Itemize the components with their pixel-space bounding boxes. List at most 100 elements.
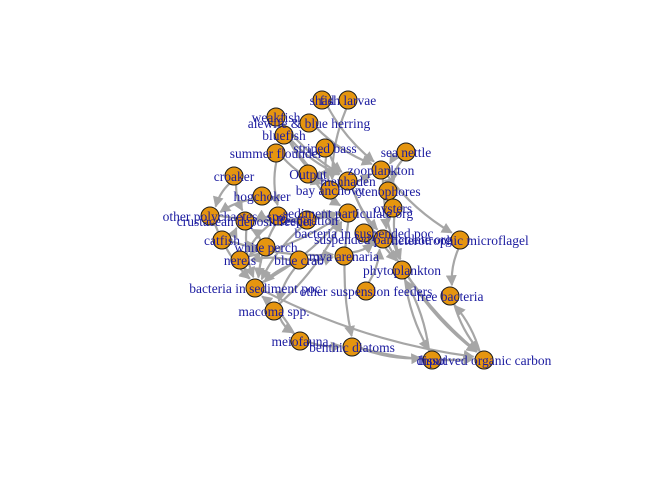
node-alewife[interactable] [299,113,319,133]
label-nereis: nereis [224,253,256,268]
label-alewife: alewife & blue herring [248,116,371,131]
label-meiofauna: meiofauna [272,334,329,349]
node-spot[interactable] [268,206,288,226]
label-blue-crab: blue crab [274,253,324,268]
node-catfish[interactable] [212,230,232,250]
node-white-perch[interactable] [256,237,276,257]
label-sea-nettle: sea nettle [381,145,432,160]
node-heterotrophic[interactable] [450,230,470,250]
edge-striped_bass-to-bay_anchovy [319,156,330,181]
node-weakfish[interactable] [266,107,286,127]
edge-sea_nettle-to-zooplankton [388,152,400,165]
node-input[interactable] [422,350,442,370]
node-oysters[interactable] [383,198,403,218]
node-other-polychaetes[interactable] [200,206,220,226]
label-spot: spot [267,209,290,224]
label-hogchoker: hogchoker [234,189,291,204]
node-macoma[interactable] [264,301,284,321]
edge-blue_crab-to-bacteria_sed [263,263,292,283]
label-catfish: catfish [204,233,240,248]
label-doc: dissolved organic carbon [417,353,552,368]
edge-croaker-to-other_polychaetes [212,182,231,208]
edge-mya_arenaria-to-suspended_poc [352,242,374,254]
node-suspended-poc[interactable] [373,229,393,249]
node-sea-nettle[interactable] [396,142,416,162]
nodes-layer [200,90,494,370]
label-white-perch: white perch [234,240,298,255]
edge-blue_crab-to-nereis [249,252,291,264]
node-bluefish[interactable] [274,125,294,145]
node-striped-bass[interactable] [315,138,335,158]
edge-sediment_poc-to-respiration [316,208,340,220]
node-fish-larvae[interactable] [338,90,358,110]
label-macoma: macoma spp. [238,304,309,319]
label-fish-larvae: fish larvae [320,93,377,108]
edge-macoma-to-meiofauna [278,317,294,334]
label-bacteria-susp: bacteria in suspended poc [294,226,433,241]
edge-oysters-to-phytoplankton [391,216,402,261]
edge-catfish-to-crustacean [227,227,238,240]
node-meiofauna[interactable] [290,331,310,351]
label-benthic-diatoms: benthic diatoms [309,340,395,355]
label-menhaden: menhaden [320,174,376,189]
node-bacteria-sed[interactable] [245,278,265,298]
label-free-bacteria: free bacteria [416,289,483,304]
edge-striped_bass-to-menhaden [329,155,343,173]
node-zooplankton[interactable] [371,160,391,180]
edge-macoma-to-sediment_poc [278,220,343,305]
node-shad[interactable] [312,90,332,110]
edge-oysters-to-suspended_poc [380,215,392,230]
label-suspended-poc: suspended particulate org [314,232,452,247]
edge-meiofauna-to-benthic_diatoms [308,341,343,353]
node-menhaden[interactable] [338,171,358,191]
label-summer-flounder: summer flounder [230,146,323,161]
node-croaker[interactable] [224,166,244,186]
label-weakfish: weakfish [252,110,301,125]
label-zooplankton: zooplankton [348,163,415,178]
node-respiration[interactable] [297,210,317,230]
label-heterotrophic: heterotrophic microflagel [391,233,529,248]
node-nereis[interactable] [230,250,250,270]
node-sediment-poc[interactable] [338,203,358,223]
edge-spot-to-crustacean [254,209,270,221]
node-bay-anchovy[interactable] [320,180,340,200]
label-ctenophores: ctenophores [355,184,420,199]
node-crustacean[interactable] [235,211,255,231]
edge-alewife-to-zooplankton [315,127,373,166]
edge-white_perch-to-crustacean [250,228,264,241]
node-phytoplankton[interactable] [392,260,412,280]
label-mya-arenaria: mya arenaria [309,249,379,264]
label-sediment-poc: sediment particulate org [283,206,413,221]
edge-heterotrophic-to-free_bacteria [445,248,460,287]
edge-croaker-to-crustacean [232,184,244,212]
node-summer-flounder[interactable] [266,143,286,163]
edge-doc-to-free_bacteria [454,304,481,353]
edge-input-to-phytoplankton [404,279,431,352]
node-free-bacteria[interactable] [440,286,460,306]
label-phytoplankton: phytoplankton [363,263,441,278]
node-other-susp-feeders[interactable] [356,281,376,301]
node-output[interactable] [298,164,318,184]
edge-other_susp_feeders-to-suspended_poc [367,248,385,284]
label-other-susp-feeders: other suspension feeders [300,284,433,299]
node-blue-crab[interactable] [289,250,309,270]
label-other-polychaetes: other polychaetes [163,209,258,224]
label-bacteria-sed: bacteria in sediment poc [189,281,321,296]
label-shad: shad [310,93,335,108]
node-doc[interactable] [474,350,494,370]
edge-suspended_poc-to-doc [387,245,478,353]
edge-nereis-to-bacteria_sed [238,267,251,280]
node-benthic-diatoms[interactable] [342,337,362,357]
edge-summer_flounder-to-spot [269,161,281,207]
label-croaker: croaker [214,169,255,184]
label-input: Input [418,353,447,368]
node-mya-arenaria[interactable] [334,246,354,266]
label-bluefish: bluefish [262,128,306,143]
edge-blue_crab-to-mya_arenaria [307,255,335,266]
node-bacteria-susp[interactable] [354,223,374,243]
node-hogchoker[interactable] [252,186,272,206]
edge-benthic_diatoms-to-doc [360,346,475,366]
